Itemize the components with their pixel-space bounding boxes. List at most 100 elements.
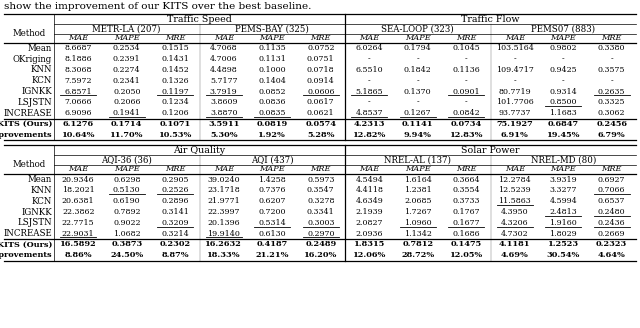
Text: 0.2534: 0.2534 [113, 44, 141, 52]
Text: 0.5973: 0.5973 [307, 175, 335, 184]
Text: 4.6349: 4.6349 [355, 197, 383, 205]
Text: 0.3214: 0.3214 [161, 230, 189, 237]
Text: -: - [562, 55, 564, 63]
Text: MRE: MRE [310, 34, 331, 42]
Text: 0.2274: 0.2274 [113, 66, 141, 74]
Text: MAPE: MAPE [114, 34, 140, 42]
Text: 1.92%: 1.92% [259, 131, 286, 139]
Text: Method: Method [12, 29, 45, 38]
Text: 1.8029: 1.8029 [549, 230, 577, 237]
Text: 0.7066: 0.7066 [598, 186, 625, 195]
Text: 0.1767: 0.1767 [452, 208, 480, 216]
Text: 6.1276: 6.1276 [63, 120, 94, 128]
Text: 0.0901: 0.0901 [452, 88, 480, 95]
Text: 4.3206: 4.3206 [501, 219, 529, 227]
Text: 6.8571: 6.8571 [65, 88, 92, 95]
Text: 12.83%: 12.83% [449, 131, 483, 139]
Text: 2.0936: 2.0936 [355, 230, 383, 237]
Text: 3.9319: 3.9319 [549, 175, 577, 184]
Text: 0.2526: 0.2526 [161, 186, 189, 195]
Text: 0.1267: 0.1267 [404, 109, 431, 117]
Text: 20.9346: 20.9346 [62, 175, 95, 184]
Text: 4.5994: 4.5994 [549, 197, 577, 205]
Text: 0.4187: 0.4187 [257, 240, 288, 248]
Text: 20.6381: 20.6381 [62, 197, 95, 205]
Text: 1.6164: 1.6164 [404, 175, 432, 184]
Text: -: - [611, 55, 613, 63]
Text: MAPE: MAPE [114, 165, 140, 174]
Text: 23.1718: 23.1718 [207, 186, 240, 195]
Text: 0.0718: 0.0718 [307, 66, 335, 74]
Text: 0.1431: 0.1431 [161, 55, 189, 63]
Text: 0.6190: 0.6190 [113, 197, 141, 205]
Text: 0.6207: 0.6207 [259, 197, 286, 205]
Text: KNN: KNN [31, 66, 52, 74]
Text: 22.3862: 22.3862 [62, 208, 95, 216]
Text: MAE: MAE [68, 165, 88, 174]
Text: 0.5314: 0.5314 [259, 219, 286, 227]
Text: -: - [465, 98, 468, 106]
Text: 0.2669: 0.2669 [598, 230, 625, 237]
Text: NREL-AL (137): NREL-AL (137) [384, 155, 451, 164]
Text: 0.1141: 0.1141 [402, 120, 433, 128]
Text: 12.2784: 12.2784 [499, 175, 531, 184]
Text: MAE: MAE [505, 165, 525, 174]
Text: MAPE: MAPE [259, 34, 285, 42]
Text: 0.2480: 0.2480 [598, 208, 625, 216]
Text: 0.6927: 0.6927 [598, 175, 625, 184]
Text: 0.7812: 0.7812 [402, 240, 433, 248]
Text: MAE: MAE [68, 34, 88, 42]
Text: 4.3950: 4.3950 [501, 208, 529, 216]
Text: 7.0666: 7.0666 [65, 98, 92, 106]
Text: 16.20%: 16.20% [304, 251, 337, 259]
Text: 0.3547: 0.3547 [307, 186, 335, 195]
Text: 0.0819: 0.0819 [257, 120, 288, 128]
Text: 0.1714: 0.1714 [111, 120, 143, 128]
Text: 0.1686: 0.1686 [452, 230, 480, 237]
Text: 5.28%: 5.28% [307, 131, 335, 139]
Text: KNN: KNN [31, 186, 52, 195]
Text: 0.1941: 0.1941 [113, 109, 141, 117]
Text: -: - [417, 98, 419, 106]
Text: MAPE: MAPE [550, 165, 576, 174]
Text: 0.0852: 0.0852 [259, 88, 286, 95]
Text: SEA-LOOP (323): SEA-LOOP (323) [381, 24, 454, 33]
Text: 0.0752: 0.0752 [307, 44, 335, 52]
Text: 12.82%: 12.82% [353, 131, 386, 139]
Text: PEMS07 (883): PEMS07 (883) [531, 24, 595, 33]
Text: 0.1515: 0.1515 [161, 44, 189, 52]
Text: 103.5164: 103.5164 [496, 44, 534, 52]
Text: Traffic Flow: Traffic Flow [461, 14, 520, 24]
Text: -: - [562, 77, 564, 85]
Text: MAE: MAE [359, 165, 380, 174]
Text: 0.0574: 0.0574 [305, 120, 336, 128]
Text: 20.1396: 20.1396 [207, 219, 240, 227]
Text: 0.3380: 0.3380 [598, 44, 625, 52]
Text: 19.45%: 19.45% [547, 131, 580, 139]
Text: 0.0914: 0.0914 [307, 77, 335, 85]
Text: MRE: MRE [165, 165, 186, 174]
Text: 0.2456: 0.2456 [596, 120, 627, 128]
Text: MAE: MAE [214, 34, 234, 42]
Text: 1.4258: 1.4258 [259, 175, 286, 184]
Text: -: - [368, 55, 371, 63]
Text: 12.06%: 12.06% [353, 251, 386, 259]
Text: 0.1136: 0.1136 [452, 66, 480, 74]
Text: IGNKK: IGNKK [21, 208, 52, 216]
Text: 0.3141: 0.3141 [161, 208, 189, 216]
Text: 0.2635: 0.2635 [598, 88, 625, 95]
Text: 0.3575: 0.3575 [598, 66, 625, 74]
Text: 0.9425: 0.9425 [549, 66, 577, 74]
Text: 8.87%: 8.87% [161, 251, 189, 259]
Text: 5.30%: 5.30% [210, 131, 237, 139]
Text: 4.4118: 4.4118 [355, 186, 383, 195]
Text: 0.0751: 0.0751 [307, 55, 335, 63]
Text: 8.1886: 8.1886 [65, 55, 92, 63]
Text: MAE: MAE [214, 165, 234, 174]
Text: 0.1131: 0.1131 [259, 55, 286, 63]
Text: 6.9096: 6.9096 [65, 109, 92, 117]
Text: -: - [368, 77, 371, 85]
Text: 18.33%: 18.33% [207, 251, 241, 259]
Text: 7.5972: 7.5972 [65, 77, 92, 85]
Text: 19.9140: 19.9140 [207, 230, 240, 237]
